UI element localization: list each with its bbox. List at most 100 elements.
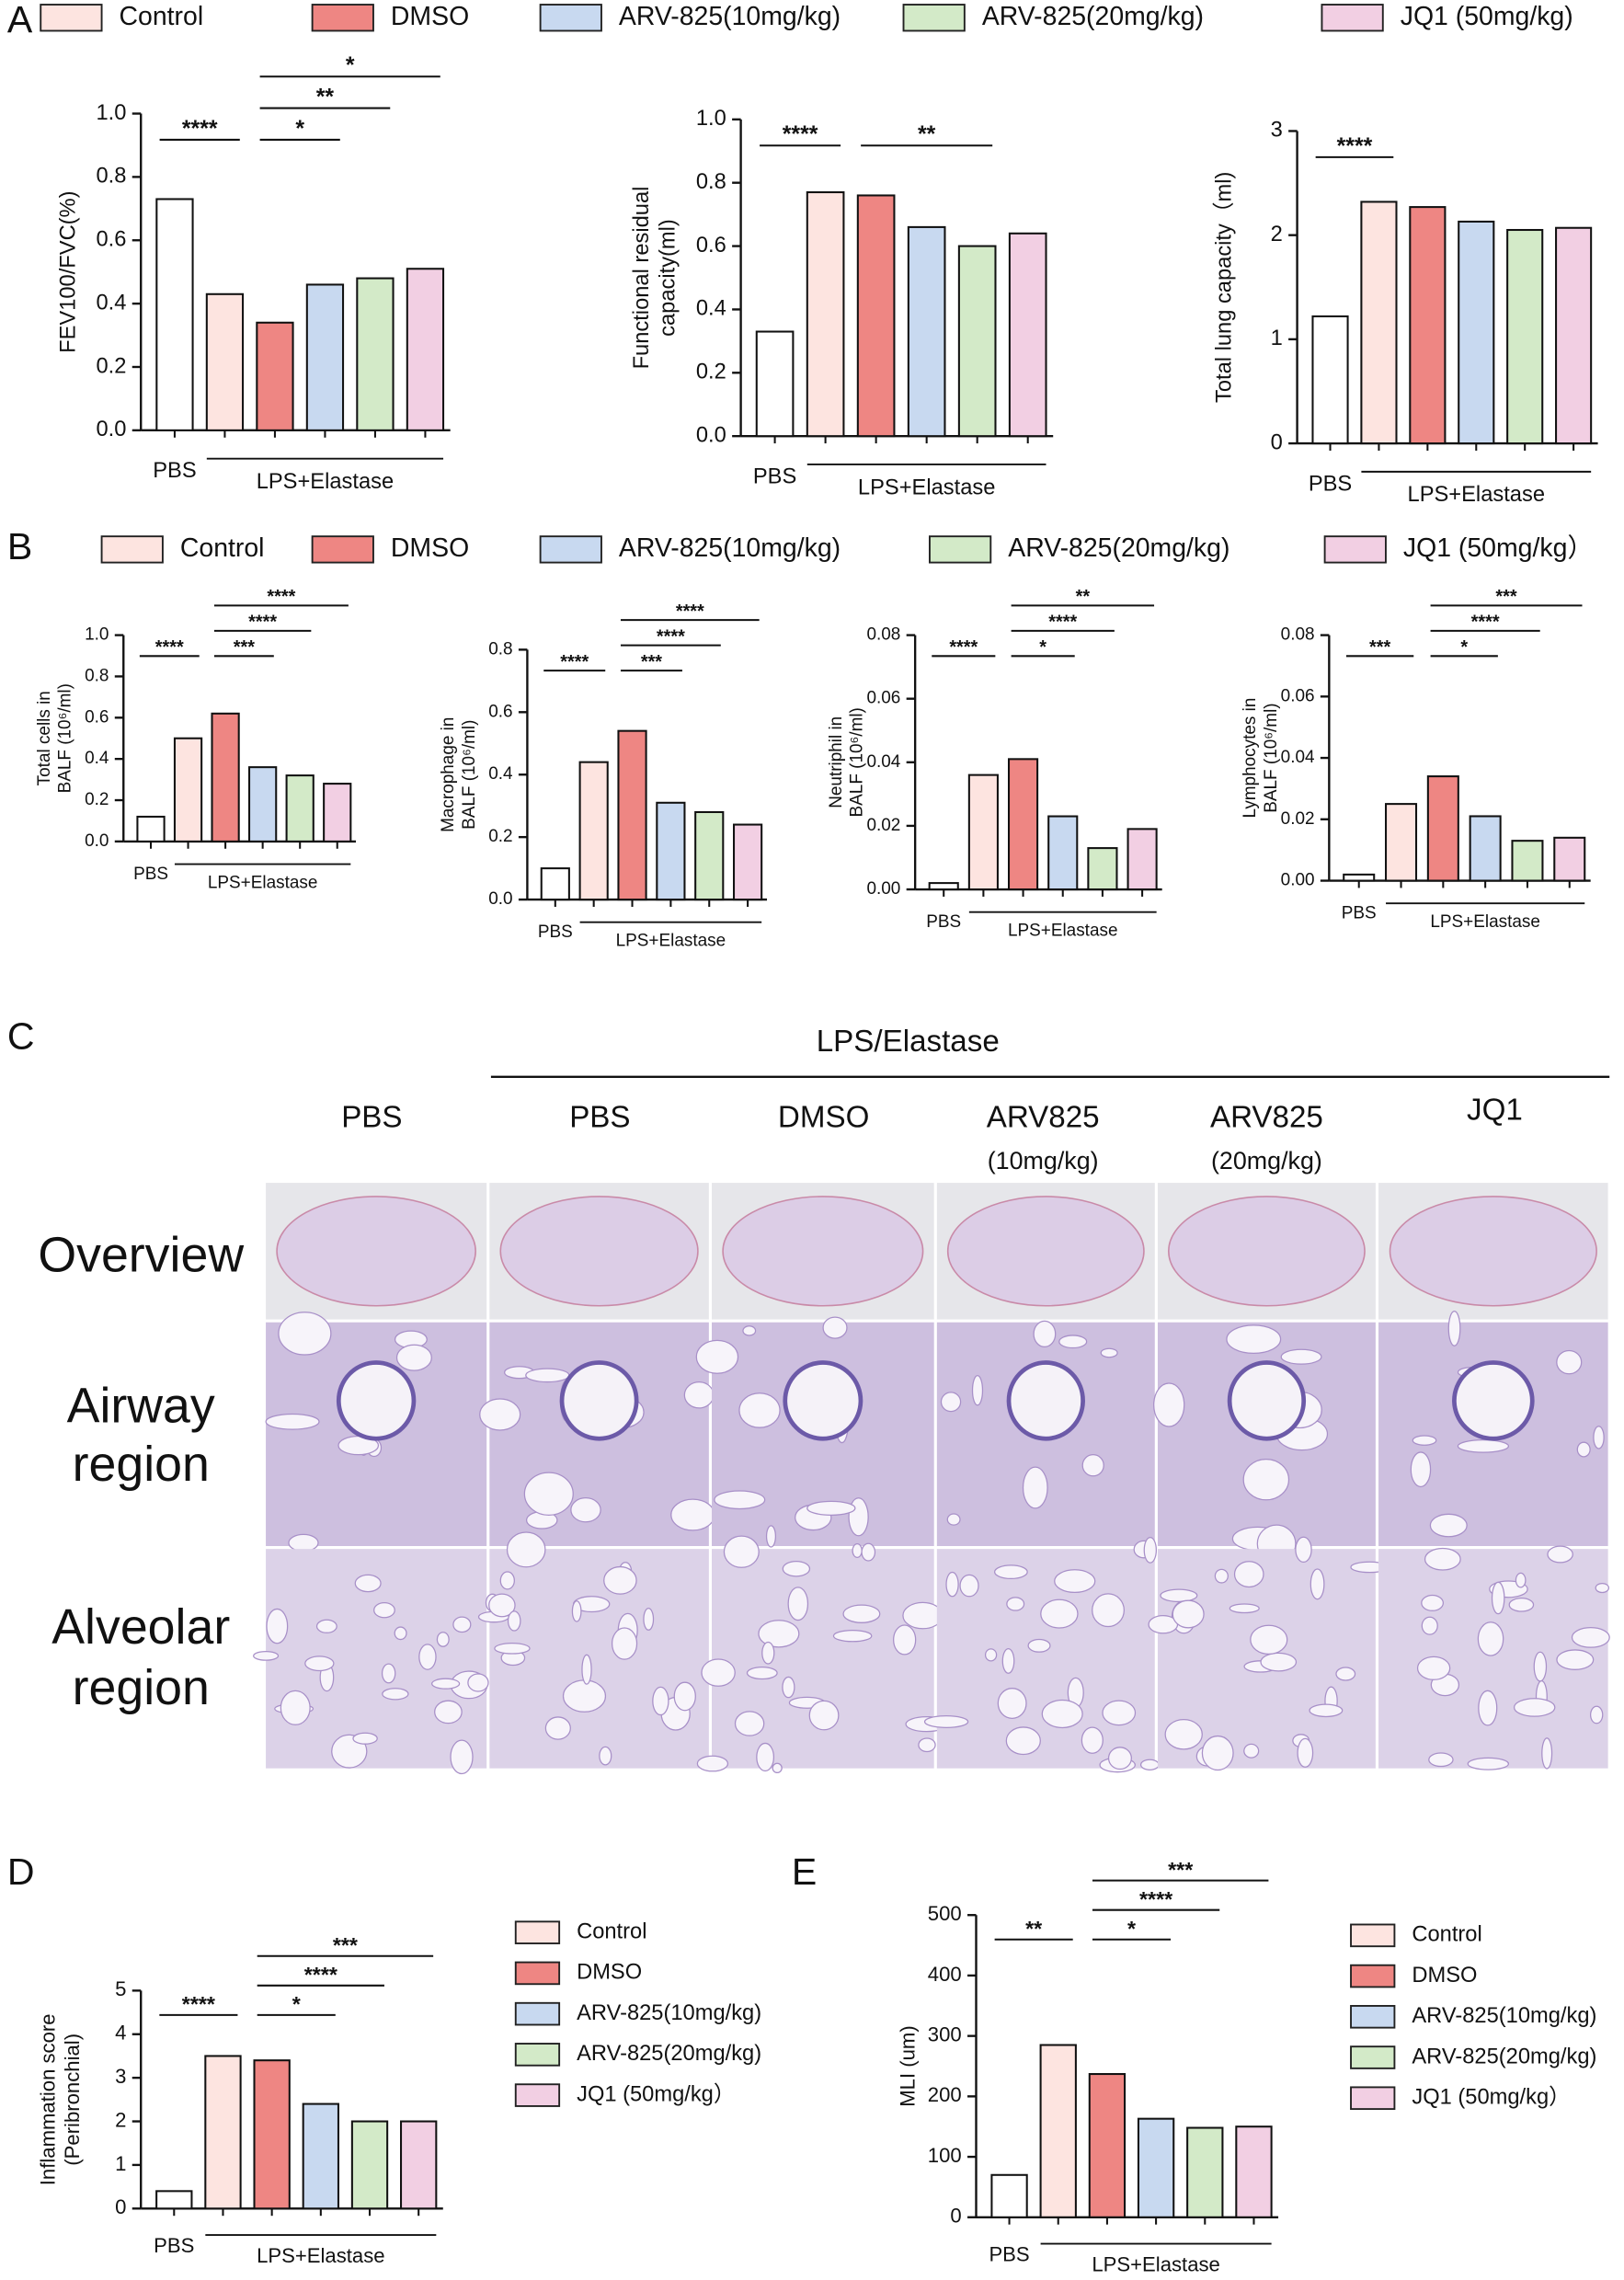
bar <box>1385 803 1418 882</box>
y-tick-label: 2 <box>115 2108 126 2131</box>
y-tick-label: 0.4 <box>696 297 726 321</box>
tissue-space <box>1513 1698 1556 1717</box>
tissue-space <box>278 1312 332 1356</box>
bar <box>967 773 999 891</box>
significance-label: **** <box>560 652 589 672</box>
y-tick-label: 4 <box>115 2022 126 2045</box>
tissue-space <box>1478 1690 1498 1726</box>
tissue-space <box>1153 1382 1185 1427</box>
row-label: Overview <box>38 1227 244 1282</box>
y-axis-label: FEV100/FVC(%) <box>56 190 80 352</box>
legend-label: Control <box>1412 1923 1481 1947</box>
y-tick-label: 0.02 <box>866 816 900 835</box>
legend-label: ARV-825(20mg/kg) <box>577 2042 761 2066</box>
tissue-space <box>1590 1705 1604 1724</box>
tissue-space <box>946 1513 961 1526</box>
y-tick-label: 1.0 <box>96 101 126 125</box>
legend-label: ARV-825(10mg/kg) <box>1412 2004 1596 2028</box>
tissue-space <box>1295 1536 1312 1564</box>
bar <box>136 815 166 842</box>
significance-label: **** <box>657 626 685 647</box>
bar <box>578 761 609 901</box>
bar <box>1555 226 1593 445</box>
tissue-space <box>1001 1647 1015 1674</box>
significance-label: **** <box>155 637 184 658</box>
significance-label: ** <box>918 121 936 147</box>
group-label: LPS+Elastase <box>858 475 995 499</box>
significance-label: **** <box>783 121 818 147</box>
bar <box>173 737 203 842</box>
tissue-space <box>787 1587 809 1621</box>
bar <box>211 712 240 842</box>
tissue-space <box>1143 1536 1158 1564</box>
significance-label: **** <box>1048 613 1077 633</box>
tissue-space <box>1054 1569 1096 1594</box>
tissue-space <box>1556 1349 1583 1375</box>
legend-swatch <box>902 4 966 32</box>
bar <box>928 882 959 891</box>
panel-label: D <box>7 1850 35 1893</box>
tissue-space <box>984 1648 998 1662</box>
panel-label: C <box>7 1015 35 1058</box>
tissue-space <box>581 1654 592 1685</box>
y-tick-label: 0 <box>115 2195 126 2218</box>
y-tick-label: 0.0 <box>85 831 109 851</box>
tissue-space <box>354 1574 382 1593</box>
bar <box>1047 815 1079 891</box>
legend-label: Control <box>180 533 265 563</box>
bar <box>1469 815 1502 882</box>
legend-swatch <box>100 535 164 564</box>
significance-label: *** <box>1168 1858 1194 1882</box>
tissue-space <box>782 1676 795 1699</box>
y-tick-label: 0.2 <box>96 354 126 378</box>
panel-label: B <box>7 525 32 567</box>
significance-label: * <box>295 116 304 142</box>
group-label: LPS+Elastase <box>1092 2253 1220 2276</box>
significance-label: **** <box>676 602 704 622</box>
legend-swatch <box>1321 4 1384 32</box>
tissue-space <box>1092 1593 1125 1628</box>
bar <box>1087 847 1118 891</box>
tissue-space <box>394 1626 407 1641</box>
tissue-space <box>571 1600 582 1622</box>
tissue-space <box>848 1497 869 1537</box>
panel-label: A <box>7 0 33 40</box>
tissue-space <box>1541 1737 1553 1770</box>
legend-swatch <box>1350 2086 1396 2111</box>
bar <box>256 321 294 431</box>
y-tick-label: 0.8 <box>696 170 726 194</box>
tissue-space <box>1081 1454 1104 1477</box>
tissue-space <box>673 1681 696 1712</box>
bar <box>1127 828 1158 891</box>
y-axis-label: Functional residual <box>630 187 654 370</box>
tissue-space <box>756 1742 775 1772</box>
tissue-space <box>902 1601 944 1630</box>
tissue-space <box>434 1700 463 1724</box>
legend-swatch <box>514 2043 561 2067</box>
tissue-space <box>1214 1568 1229 1584</box>
tissue-space <box>1429 1513 1468 1538</box>
legend-label: ARV-825(20mg/kg) <box>1008 533 1229 563</box>
significance-label: **** <box>267 587 295 607</box>
bar <box>305 283 345 431</box>
tissue-space <box>507 1610 521 1632</box>
bar <box>907 225 946 438</box>
legend-label: JQ1 (50mg/kg） <box>577 2082 735 2106</box>
y-tick-label: 0.06 <box>866 689 900 708</box>
tissue-space <box>381 1663 396 1684</box>
y-tick-label: 0.2 <box>85 790 109 809</box>
y-tick-label: 0.6 <box>488 702 512 721</box>
bar <box>1360 201 1398 445</box>
significance-label: **** <box>304 1963 338 1987</box>
tissue-space <box>1533 1651 1548 1682</box>
tissue-space <box>1280 1348 1322 1365</box>
tissue-space <box>959 1574 979 1598</box>
legend-label: ARV-825(20mg/kg) <box>1412 2045 1596 2068</box>
legend-label: ARV-825(10mg/kg) <box>619 533 841 563</box>
tissue-space <box>544 1716 571 1740</box>
y-tick-label: 0.0 <box>696 423 726 447</box>
legend-label: JQ1 (50mg/kg） <box>1412 2086 1570 2110</box>
legend-swatch <box>514 1961 561 1986</box>
tissue-space <box>643 1608 655 1631</box>
